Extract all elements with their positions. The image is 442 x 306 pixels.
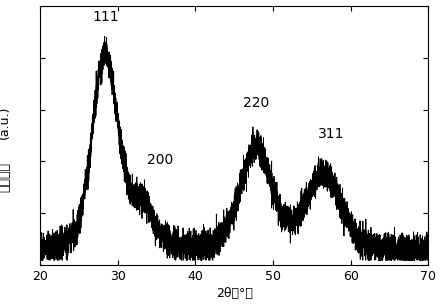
X-axis label: 2θ（°）: 2θ（°）: [216, 287, 253, 300]
Text: 衍射强度: 衍射强度: [0, 162, 11, 192]
Text: 220: 220: [243, 95, 269, 110]
Text: 200: 200: [147, 153, 174, 167]
Text: 311: 311: [318, 127, 345, 141]
Text: (a.u.): (a.u.): [0, 106, 11, 139]
Text: 111: 111: [92, 10, 118, 24]
